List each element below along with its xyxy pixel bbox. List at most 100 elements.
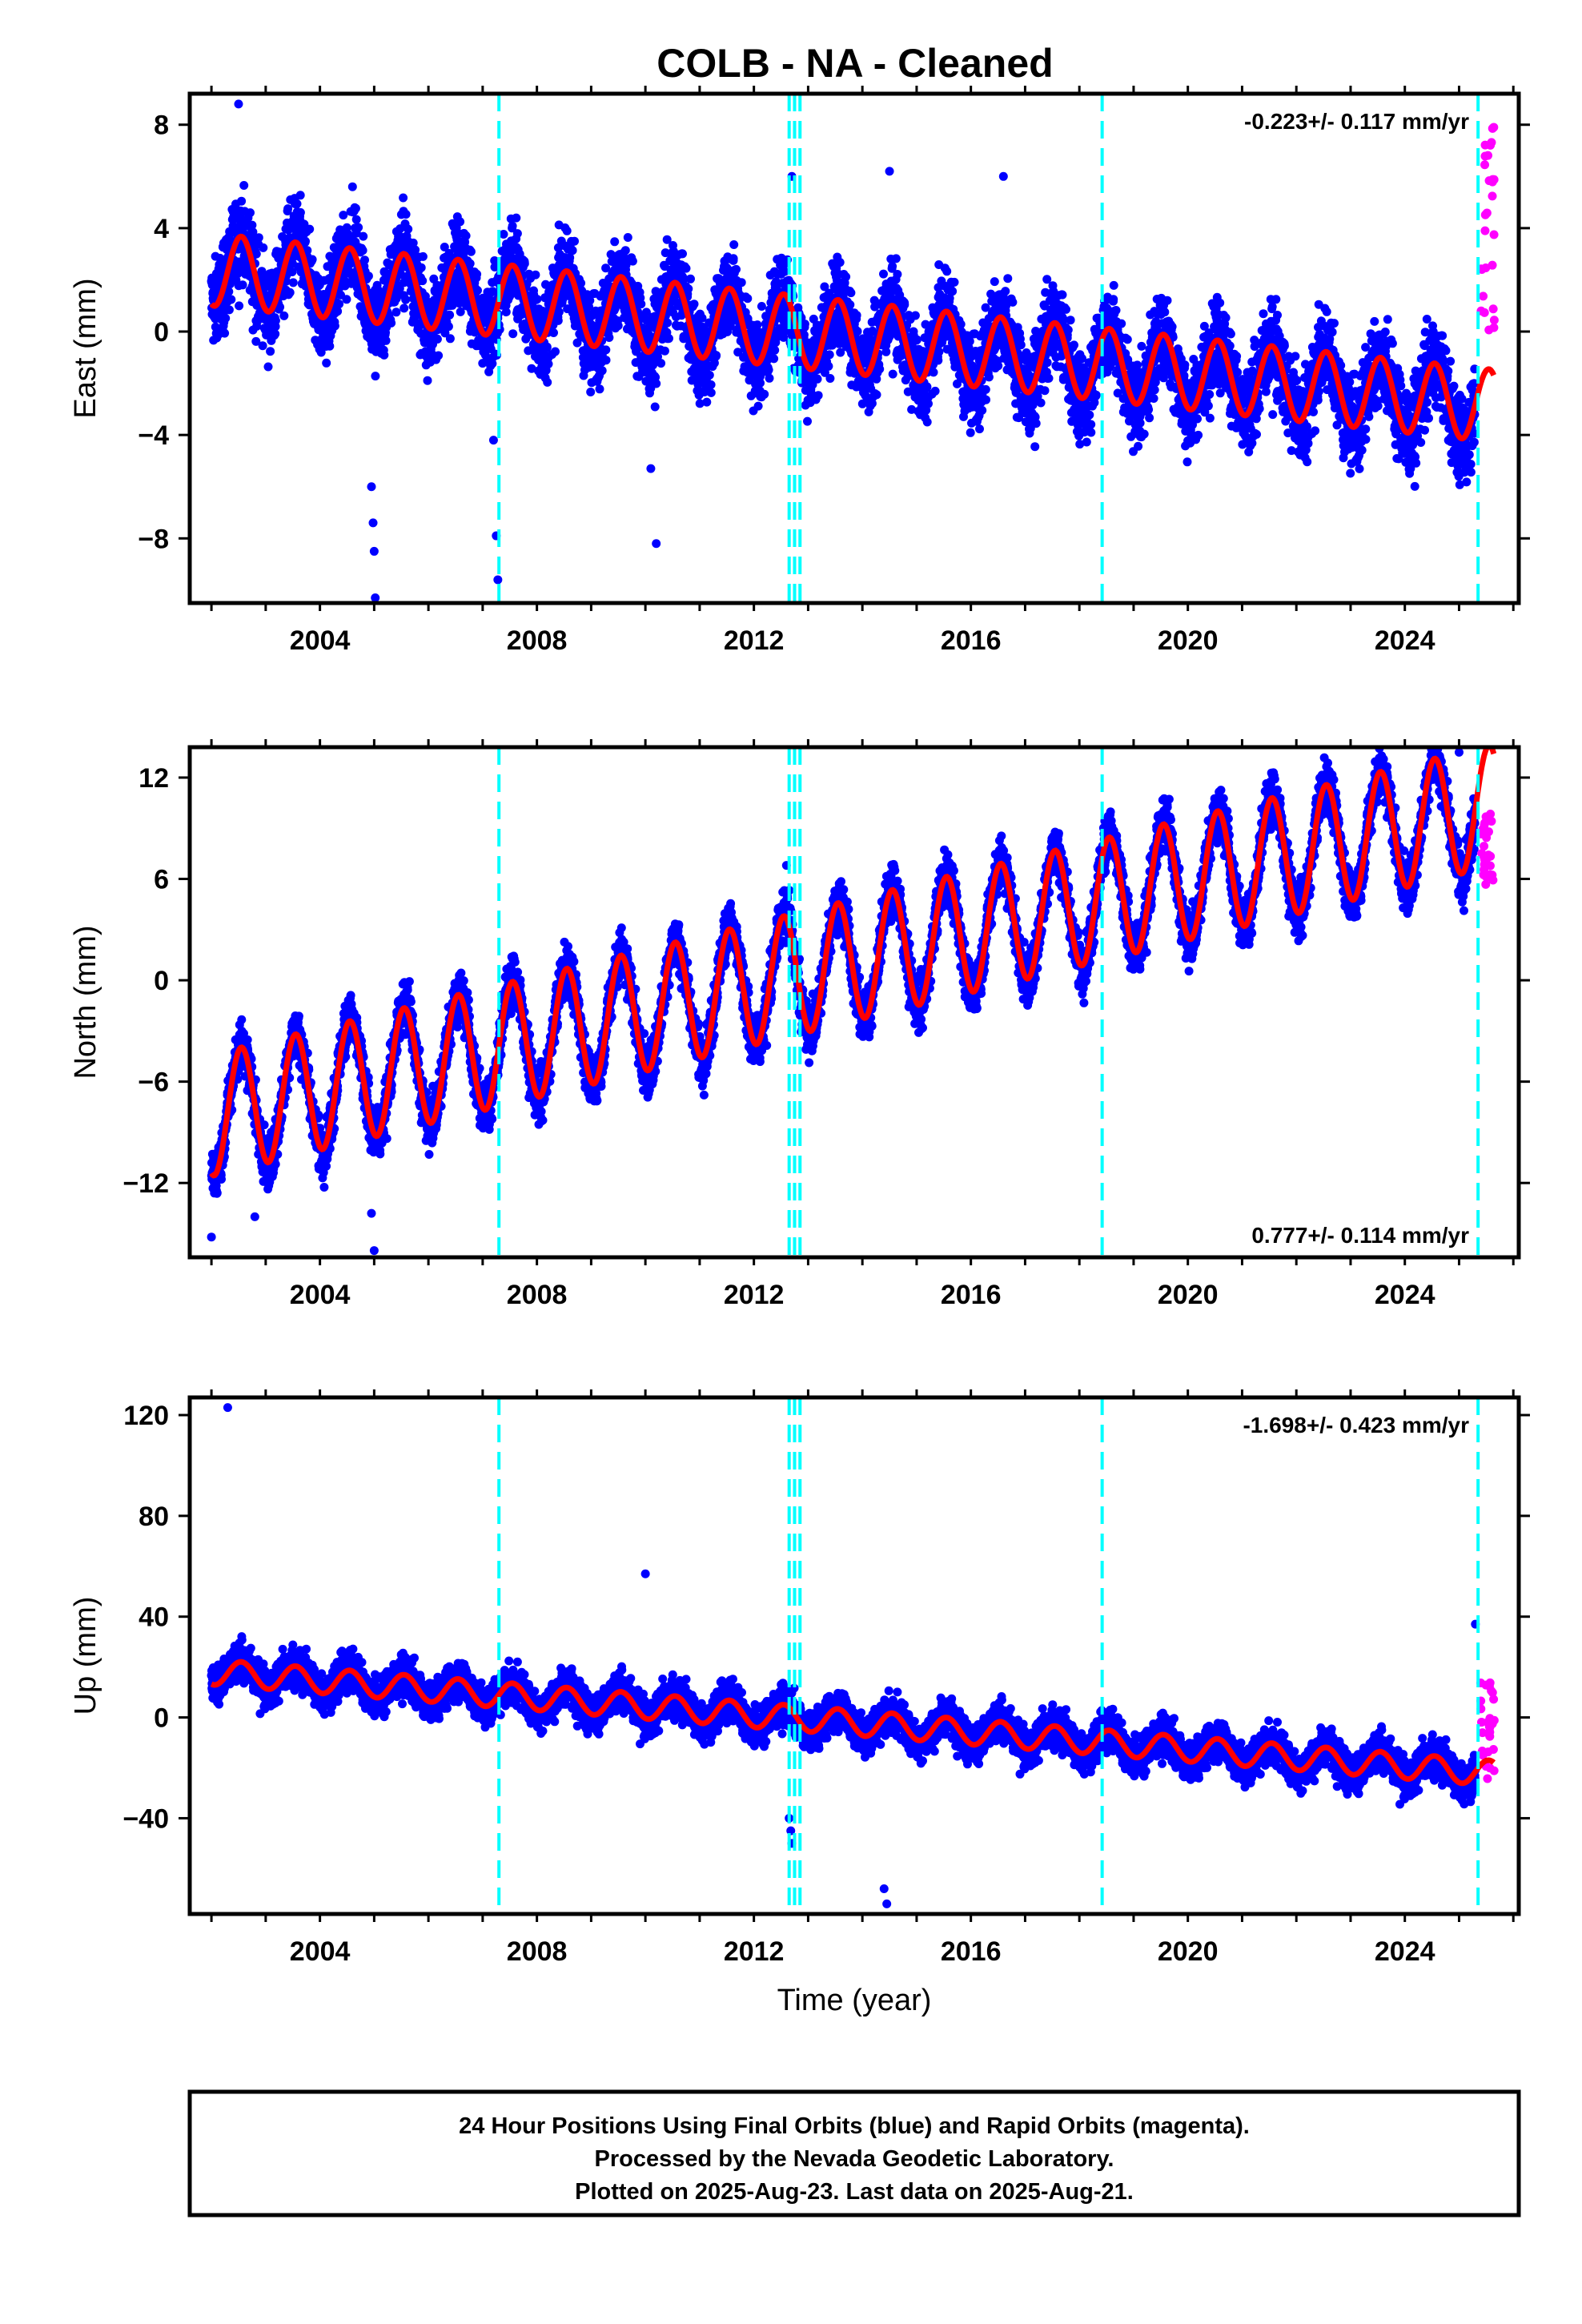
data-point: [423, 376, 432, 385]
data-point: [706, 380, 716, 389]
data-point: [307, 255, 317, 264]
data-point: [1135, 418, 1145, 428]
data-point: [400, 304, 409, 313]
data-point: [1008, 297, 1018, 307]
data-point: [652, 379, 661, 388]
data-point: [981, 384, 990, 394]
data-point: [942, 267, 952, 276]
data-point: [549, 328, 558, 337]
data-point: [803, 416, 812, 426]
data-point: [512, 213, 521, 223]
data-point: [456, 307, 465, 316]
data-point: [408, 238, 418, 247]
data-point: [1144, 404, 1154, 414]
data-point: [316, 348, 326, 357]
data-point: [663, 318, 673, 328]
data-point: [387, 318, 396, 328]
data-point: [342, 223, 351, 232]
data-point: [1162, 296, 1172, 305]
data-point: [1086, 428, 1096, 437]
data-point: [379, 350, 389, 360]
data-point: [702, 397, 712, 407]
data-point: [950, 277, 959, 287]
data-point: [601, 345, 611, 355]
data-point: [227, 295, 236, 304]
data-point: [585, 296, 595, 305]
data-point: [508, 221, 517, 231]
data-point: [570, 236, 579, 246]
data-point: [440, 243, 449, 251]
data-point: [984, 372, 994, 382]
data-point: [542, 342, 552, 352]
data-point: [287, 267, 297, 276]
data-point: [835, 258, 845, 267]
data-point: [444, 322, 453, 332]
data-point: [271, 329, 280, 339]
data-point: [461, 231, 471, 240]
data-point: [922, 417, 932, 427]
data-point: [399, 193, 408, 203]
data-point: [371, 372, 380, 381]
data-point: [401, 295, 411, 304]
data-point: [239, 181, 249, 190]
data-point: [1109, 295, 1118, 304]
data-point: [473, 286, 482, 296]
data-point: [1030, 442, 1040, 452]
data-point: [279, 311, 289, 320]
data-point: [562, 226, 572, 235]
data-point: [888, 262, 897, 271]
data-point: [1036, 398, 1046, 408]
data-point: [1042, 358, 1052, 368]
data-point: [737, 278, 746, 287]
data-point: [1150, 385, 1159, 395]
plot-area: [207, 94, 1499, 603]
data-point: [934, 347, 944, 356]
data-point: [665, 334, 673, 344]
data-point: [705, 370, 714, 380]
data-point: [656, 359, 666, 368]
data-point: [900, 300, 909, 310]
data-point: [825, 374, 835, 383]
data-point: [650, 402, 660, 412]
data-point: [251, 336, 261, 346]
data-point: [224, 287, 234, 296]
data-point: [360, 255, 369, 265]
data-point: [1082, 437, 1091, 447]
data-point: [888, 369, 897, 379]
data-point: [595, 384, 604, 394]
data-point: [466, 247, 476, 256]
data-point: [764, 365, 773, 375]
data-point: [531, 270, 540, 279]
data-point: [978, 405, 987, 415]
data-point: [613, 321, 623, 331]
data-point: [825, 350, 834, 360]
data-point: [238, 280, 247, 290]
data-point: [251, 249, 261, 259]
data-point: [543, 377, 552, 387]
data-point: [235, 301, 244, 311]
data-point: [456, 217, 465, 227]
data-point: [729, 254, 738, 263]
data-point: [325, 341, 335, 351]
data-point: [1044, 373, 1054, 383]
data-point: [729, 240, 739, 249]
data-point: [912, 335, 921, 344]
data-point: [975, 424, 984, 434]
data-point: [512, 229, 522, 239]
data-point: [266, 347, 275, 356]
data-point: [1109, 280, 1118, 290]
data-point: [1016, 340, 1026, 350]
data-point: [1085, 410, 1094, 420]
data-point: [565, 253, 575, 263]
data-point: [966, 428, 975, 437]
data-point: [354, 223, 363, 232]
data-point: [929, 368, 938, 377]
data-point: [347, 182, 357, 191]
data-point: [601, 356, 611, 365]
data-point: [824, 361, 833, 371]
data-point: [956, 320, 966, 329]
data-point: [576, 279, 586, 287]
data-point: [363, 271, 373, 281]
data-point: [891, 254, 901, 263]
data-point: [1031, 419, 1041, 428]
